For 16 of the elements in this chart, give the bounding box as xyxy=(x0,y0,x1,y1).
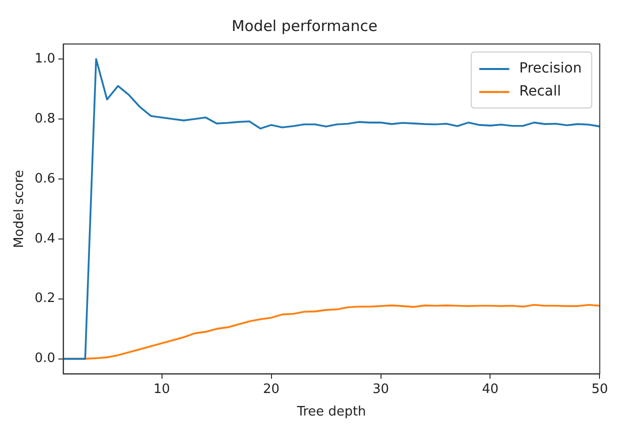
x-tick-label: 30 xyxy=(372,382,390,397)
x-tick-label: 40 xyxy=(482,382,499,397)
y-tick-label: 1.0 xyxy=(34,51,56,66)
x-tick-label: 20 xyxy=(263,382,280,397)
y-tick-label: 0.8 xyxy=(34,111,56,126)
y-tick-label: 0.0 xyxy=(34,351,56,366)
y-tick-label: 0.4 xyxy=(34,231,56,246)
x-tick-label: 50 xyxy=(591,382,608,397)
chart-title: Model performance xyxy=(232,16,378,35)
y-tick-label: 0.6 xyxy=(34,171,56,186)
x-tick-label: 10 xyxy=(154,382,170,397)
x-axis-title: Tree depth xyxy=(296,404,366,420)
y-tick-label: 0.2 xyxy=(34,291,56,306)
legend-label: Precision xyxy=(519,60,582,77)
legend-label: Recall xyxy=(519,84,562,100)
y-axis-title: Model score xyxy=(12,170,28,248)
